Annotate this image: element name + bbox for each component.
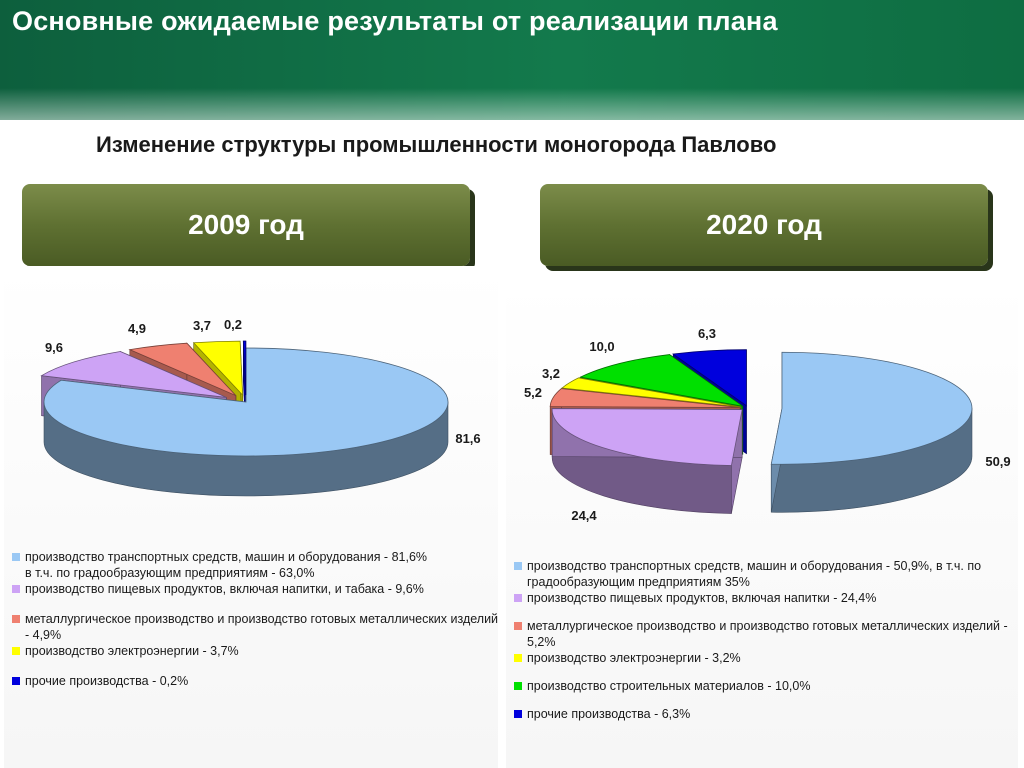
legend-1-swatch-3 [514,654,522,662]
legend-1-swatch-1 [514,594,522,602]
legend-1-item-5: прочие производства - 6,3% [514,706,1024,722]
year-label-2020: 2020 год [706,209,822,240]
header-fade [0,88,1024,183]
legend-1-swatch-2 [514,622,522,630]
legend-1-text-2: металлургическое производство и производ… [527,619,1008,649]
legend-1-item-1: производство пищевых продуктов, включая … [514,590,1024,606]
legend-1-text-1: производство пищевых продуктов, включая … [527,591,877,605]
legend-0-item-4: прочие производства - 0,2% [12,673,502,689]
chart-subtitle: Изменение структуры промышленности моног… [96,132,777,157]
year-label-2009: 2009 год [188,209,304,240]
legend-1-swatch-0 [514,562,522,570]
year-box-2020: 2020 год [540,184,988,266]
legend-0-swatch-3 [12,647,20,655]
legend-0-text-1: производство пищевых продуктов, включая … [25,582,424,596]
legend-1-item-4: производство строительных материалов - 1… [514,678,1024,694]
legend-0-swatch-0 [12,553,20,561]
legend-1-text-0: производство транспортных средств, машин… [527,559,982,589]
legend-1-text-4: производство строительных материалов - 1… [527,679,811,693]
legend-0-text-3: производство электроэнергии - 3,7% [25,644,239,658]
legend-1-swatch-4 [514,682,522,690]
legend-0-item-3: производство электроэнергии - 3,7% [12,643,502,659]
panel-2009 [4,266,498,768]
legend-0-item-2: металлургическое производство и производ… [12,611,502,643]
legend-1-item-0: производство транспортных средств, машин… [514,558,1024,590]
legend-0-text-2: металлургическое производство и производ… [25,612,499,642]
slide-title: Основные ожидаемые результаты от реализа… [12,6,778,36]
legend-2009: производство транспортных средств, машин… [12,549,502,689]
legend-1-swatch-5 [514,710,522,718]
year-box-2009: 2009 год [22,184,470,266]
legend-0-item-0: производство транспортных средств, машин… [12,549,502,581]
legend-0-text-4: прочие производства - 0,2% [25,674,189,688]
legend-0-text-0: производство транспортных средств, машин… [25,550,428,580]
legend-1-item-3: производство электроэнергии - 3,2% [514,650,1024,666]
legend-1-text-3: производство электроэнергии - 3,2% [527,651,741,665]
legend-0-item-1: производство пищевых продуктов, включая … [12,581,502,597]
legend-1-item-2: металлургическое производство и производ… [514,618,1024,650]
legend-0-swatch-4 [12,677,20,685]
legend-0-swatch-1 [12,585,20,593]
legend-1-text-5: прочие производства - 6,3% [527,707,691,721]
legend-0-swatch-2 [12,615,20,623]
legend-2020: производство транспортных средств, машин… [514,558,1024,722]
